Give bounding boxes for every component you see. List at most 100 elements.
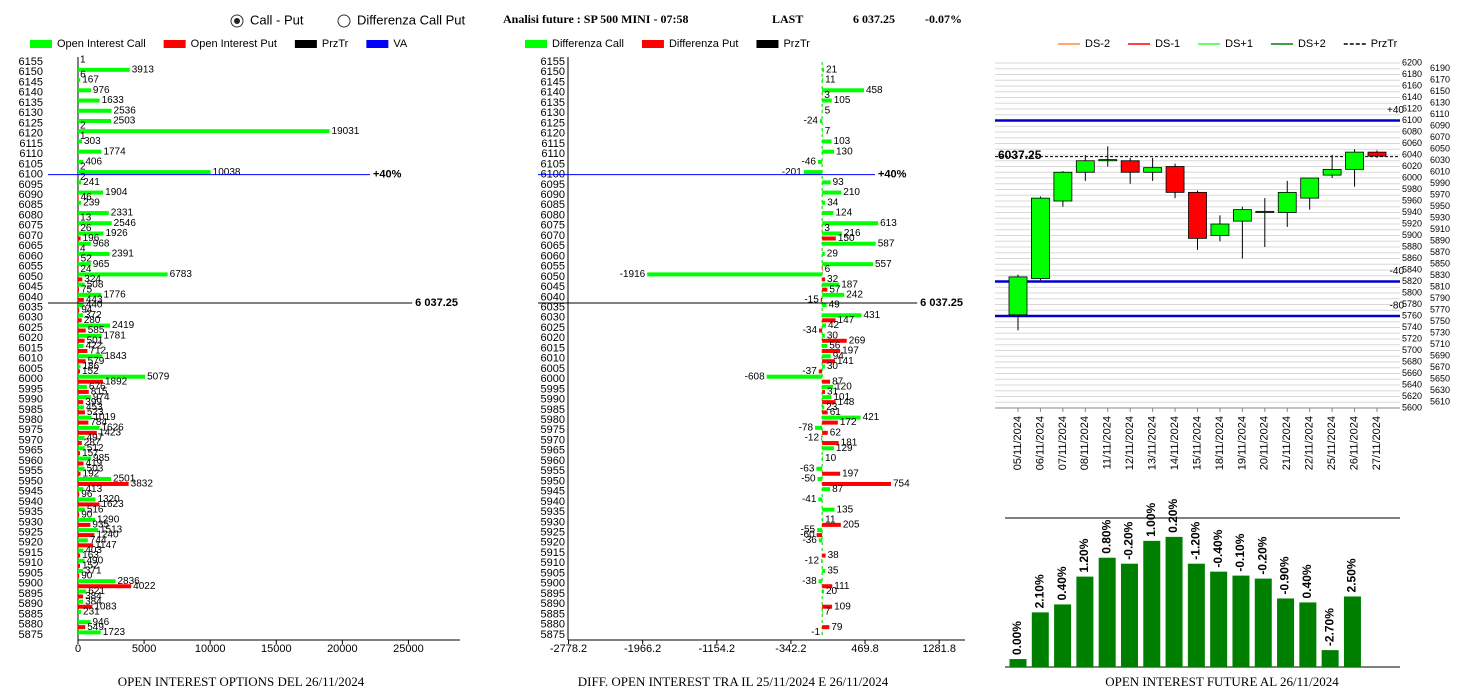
- value-label: 324: [84, 274, 101, 285]
- bar: [1187, 563, 1205, 667]
- bar: [1232, 575, 1250, 667]
- value-label: 2836: [117, 576, 140, 587]
- value-label: 90: [81, 571, 93, 582]
- y-tick-label: 6035: [19, 301, 43, 313]
- bar: [78, 333, 102, 338]
- x-tick-label: 1281.8: [922, 643, 956, 655]
- bar: [822, 149, 835, 154]
- y-tick-label: 5915: [19, 547, 43, 559]
- y-tick-label: 5905: [541, 567, 565, 579]
- value-label: 2546: [114, 218, 137, 229]
- value-label: -36: [802, 535, 817, 546]
- bar: [78, 88, 91, 93]
- y-tick-label: 6105: [541, 158, 565, 170]
- legend-swatch: [163, 40, 186, 48]
- value-label: 501: [87, 335, 104, 346]
- value-label: 109: [834, 601, 851, 612]
- y-tick-label: 5900: [1402, 230, 1422, 240]
- bar: [822, 241, 876, 246]
- y-tick-label: 5870: [1430, 247, 1450, 257]
- bar: [78, 425, 100, 430]
- bar: [1321, 650, 1339, 667]
- y-tick-label: 6160: [1402, 80, 1422, 90]
- value-label: 523: [87, 407, 104, 418]
- value-label: 2: [80, 121, 86, 132]
- bar: [78, 528, 98, 533]
- radio-label[interactable]: Call - Put: [250, 12, 304, 27]
- bar: [822, 277, 826, 282]
- value-label: 21: [826, 64, 838, 75]
- value-label: -78: [799, 422, 814, 433]
- bar: [78, 579, 116, 584]
- value-label: 62: [830, 427, 842, 438]
- value-label: 587: [878, 238, 895, 249]
- value-label: 1320: [97, 494, 120, 505]
- bar: [822, 292, 845, 297]
- value-label: 1623: [101, 499, 124, 510]
- value-label: 20: [826, 586, 838, 597]
- y-tick-label: 6010: [19, 353, 43, 365]
- bar: [78, 522, 91, 527]
- y-tick-label: 5940: [1402, 207, 1422, 217]
- y-tick-label: 5840: [1402, 264, 1422, 274]
- bar: [1009, 659, 1027, 667]
- y-tick-label: 5790: [1430, 293, 1450, 303]
- bar: [78, 98, 100, 103]
- value-label: 120: [835, 382, 852, 393]
- value-label: 30: [827, 361, 839, 372]
- y-tick-label: 6135: [19, 97, 43, 109]
- y-tick-label: 5910: [541, 557, 565, 569]
- bar: [78, 159, 84, 164]
- bar: [822, 589, 824, 594]
- change-label: -0.20%: [1122, 521, 1136, 559]
- bar: [78, 231, 104, 236]
- y-tick-label: 5770: [1430, 305, 1450, 315]
- y-tick-label: 5910: [19, 557, 43, 569]
- bar: [78, 420, 89, 425]
- y-tick-label: 5920: [19, 537, 43, 549]
- radio-label[interactable]: Differenza Call Put: [357, 12, 466, 27]
- x-tick-label: 5000: [132, 643, 156, 655]
- bar: [822, 604, 833, 609]
- y-tick-label: 5890: [19, 598, 43, 610]
- bar: [78, 461, 84, 466]
- value-label: 6783: [170, 269, 193, 280]
- y-tick-label: 6125: [541, 117, 565, 129]
- y-tick-label: 5925: [19, 527, 43, 539]
- y-tick-label: 6075: [19, 220, 43, 232]
- legend-label: DS-2: [1085, 38, 1110, 50]
- bar: [78, 594, 84, 599]
- value-label: 32: [827, 274, 839, 285]
- bar: [78, 139, 83, 144]
- candle-body: [1008, 276, 1028, 316]
- value-label: 13: [80, 213, 92, 224]
- value-label: 372: [85, 310, 102, 321]
- y-tick-label: 6050: [541, 271, 565, 283]
- x-tick-label: 06/11/2024: [1034, 416, 1046, 470]
- legend-label: Differenza Put: [669, 38, 739, 50]
- bar: [1165, 536, 1183, 667]
- y-tick-label: 5980: [1402, 184, 1422, 194]
- bar: [822, 364, 825, 369]
- x-tick-label: 469.8: [851, 643, 879, 655]
- y-tick-label: 6135: [541, 97, 565, 109]
- radio-diff[interactable]: [337, 14, 351, 28]
- value-label: 56: [829, 341, 841, 352]
- y-tick-label: 6140: [541, 87, 565, 99]
- change-label: 0.80%: [1099, 519, 1113, 553]
- bar: [803, 170, 823, 175]
- y-tick-label: 5680: [1402, 356, 1422, 366]
- y-tick-label: 5990: [19, 394, 43, 406]
- bar: [822, 190, 842, 195]
- y-tick-label: 5965: [19, 445, 43, 457]
- bar: [78, 251, 110, 256]
- value-label: 187: [841, 279, 858, 290]
- y-tick-label: 5850: [1430, 259, 1450, 269]
- x-tick-label: 08/11/2024: [1079, 416, 1091, 470]
- x-tick-label: 11/11/2024: [1102, 416, 1114, 469]
- value-label: 1892: [105, 376, 128, 387]
- bar: [822, 400, 836, 405]
- value-label: 46: [81, 192, 93, 203]
- bar: [818, 538, 823, 543]
- bar: [822, 129, 823, 134]
